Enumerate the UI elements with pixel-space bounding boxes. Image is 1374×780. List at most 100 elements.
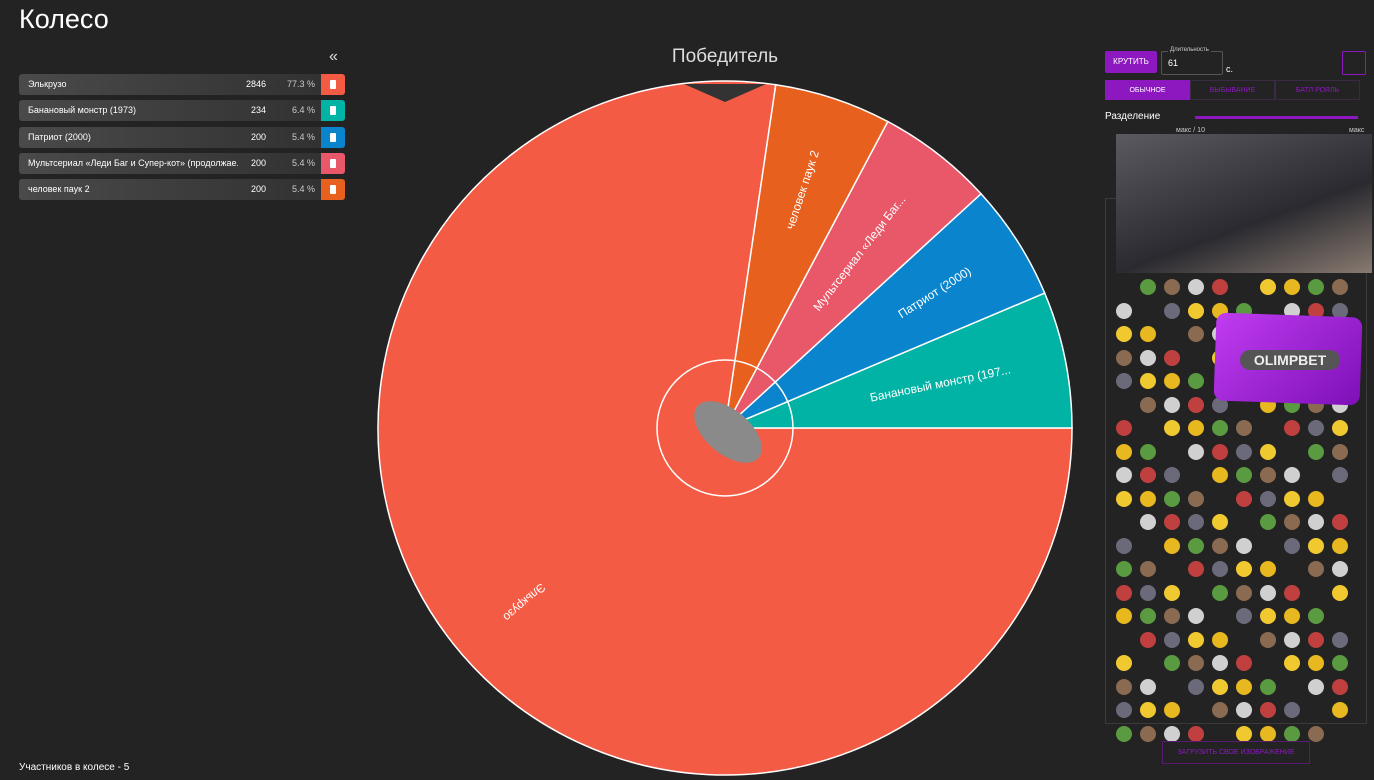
emoji	[1332, 655, 1348, 671]
participant-row: человек паук 2 200 5.4 %	[19, 179, 345, 201]
mode-tab[interactable]: ОБЫЧНОЕ	[1105, 80, 1190, 100]
emoji	[1188, 326, 1204, 342]
emoji	[1212, 514, 1228, 530]
participant-name: Банановый монстр (1973)	[28, 105, 136, 116]
emoji	[1116, 561, 1132, 577]
emoji	[1212, 279, 1228, 295]
emoji	[1332, 279, 1348, 295]
emoji	[1236, 702, 1252, 718]
emoji	[1284, 490, 1300, 507]
emoji	[1116, 584, 1132, 601]
participant-button[interactable]	[321, 74, 345, 95]
mode-tab[interactable]: БАТЛ РОЯЛЬ	[1275, 80, 1360, 100]
emoji	[1188, 561, 1204, 577]
emoji	[1164, 584, 1180, 601]
emoji	[1260, 279, 1276, 295]
emoji	[1260, 467, 1276, 483]
participant-count: Участников в колесе - 5	[19, 762, 130, 773]
emoji	[1260, 631, 1276, 648]
emoji	[1332, 467, 1348, 483]
emoji	[1284, 608, 1300, 624]
emoji	[1260, 678, 1276, 695]
icon-button[interactable]	[1342, 51, 1366, 75]
emoji	[1236, 584, 1252, 601]
emoji	[1308, 443, 1324, 460]
emoji	[1332, 420, 1348, 436]
emoji	[1164, 608, 1180, 624]
emoji	[1116, 443, 1132, 460]
emoji	[1164, 279, 1180, 295]
emoji	[1284, 584, 1300, 601]
emoji	[1140, 443, 1156, 460]
participant-name: человек паук 2	[28, 184, 90, 195]
upload-button[interactable]: ЗАГРУЗИТЬ СВОЕ ИЗОБРАЖЕНИЕ	[1162, 741, 1310, 764]
emoji	[1164, 396, 1180, 413]
emoji	[1284, 514, 1300, 530]
emoji	[1284, 631, 1300, 648]
emoji	[1332, 678, 1348, 695]
ad-text: OLIMPBET	[1240, 350, 1340, 370]
participant-button[interactable]	[321, 100, 345, 122]
emoji	[1164, 373, 1180, 389]
emoji	[1236, 490, 1252, 507]
emoji	[1188, 302, 1204, 319]
emoji	[1308, 725, 1324, 742]
participant-button[interactable]	[321, 126, 345, 148]
emoji	[1188, 443, 1204, 460]
emoji	[1284, 702, 1300, 718]
emoji	[1332, 561, 1348, 577]
emoji	[1140, 631, 1156, 648]
emoji	[1188, 631, 1204, 648]
participant-amount: 200	[250, 131, 266, 142]
participant-amount: 200	[250, 184, 266, 195]
split-slider[interactable]	[1195, 116, 1358, 119]
collapse-button[interactable]: «	[329, 48, 338, 65]
emoji	[1212, 537, 1228, 554]
emoji	[1332, 302, 1348, 319]
emoji	[1308, 608, 1324, 624]
emoji	[1116, 420, 1132, 436]
emoji	[1284, 537, 1300, 554]
emoji	[1284, 655, 1300, 671]
duration-label: Длительность	[1168, 47, 1211, 53]
emoji	[1236, 420, 1252, 436]
emoji	[1188, 537, 1204, 554]
participant-button[interactable]	[321, 152, 345, 174]
emoji	[1236, 608, 1252, 624]
split-max: макс	[1349, 127, 1365, 134]
emoji	[1284, 725, 1300, 742]
emoji	[1164, 655, 1180, 671]
emoji	[1212, 702, 1228, 718]
emoji	[1260, 561, 1276, 577]
split-label: Разделение	[1105, 111, 1161, 122]
emoji	[1308, 279, 1324, 295]
emoji	[1284, 420, 1300, 436]
participant-amount: 200	[250, 157, 266, 168]
wheel-center	[656, 359, 794, 497]
spin-button[interactable]: КРУТИТЬ	[1105, 51, 1157, 73]
emoji	[1164, 514, 1180, 530]
wheel-sector	[724, 292, 1073, 429]
emoji	[1188, 608, 1204, 624]
participant-row: Мультсериал «Леди Баг и Супер-кот» (прод…	[19, 152, 345, 174]
emoji	[1116, 608, 1132, 624]
emoji	[1116, 467, 1132, 483]
emoji	[1188, 396, 1204, 413]
emoji	[1164, 420, 1180, 436]
participant-name: Мультсериал «Леди Баг и Супер-кот» (прод…	[28, 157, 238, 168]
emoji	[1188, 373, 1204, 389]
emoji	[1164, 537, 1180, 554]
emoji	[1236, 678, 1252, 695]
emoji	[1140, 608, 1156, 624]
participant-button[interactable]	[321, 179, 345, 201]
emoji	[1212, 655, 1228, 671]
emoji	[1212, 467, 1228, 483]
participant-row: Банановый монстр (1973) 234 6.4 %	[19, 100, 345, 122]
mode-tab[interactable]: ВЫБЫВАНИЕ	[1190, 80, 1275, 100]
emoji	[1116, 702, 1132, 718]
participant-percent: 77.3 %	[286, 79, 315, 89]
emoji	[1332, 443, 1348, 460]
